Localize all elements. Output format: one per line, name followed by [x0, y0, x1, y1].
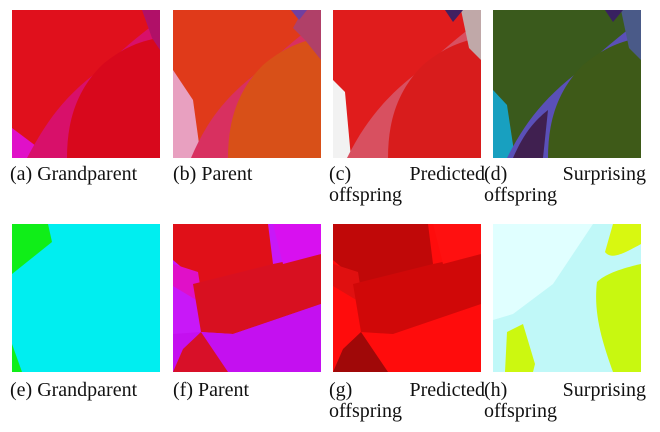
image-predicted-offspring-2 [333, 224, 481, 372]
image-parent-2 [173, 224, 321, 372]
caption-g: (g) Predicted offspring [329, 379, 485, 422]
image-surprising-offspring-2 [493, 224, 641, 372]
caption-b: (b) Parent [173, 163, 253, 185]
image-parent-1 [173, 10, 321, 158]
image-grandparent-1 [12, 10, 160, 158]
caption-h: (h) Surprising offspring [484, 379, 646, 422]
caption-e: (e) Grandparent [10, 379, 138, 401]
caption-a: (a) Grandparent [10, 163, 138, 185]
caption-c: (c) Predicted offspring [329, 163, 485, 206]
image-surprising-offspring-1 [493, 10, 641, 158]
caption-f: (f) Parent [173, 379, 250, 401]
image-grandparent-2 [12, 224, 160, 372]
image-predicted-offspring-1 [333, 10, 481, 158]
caption-d: (d) Surprising offspring [484, 163, 646, 206]
